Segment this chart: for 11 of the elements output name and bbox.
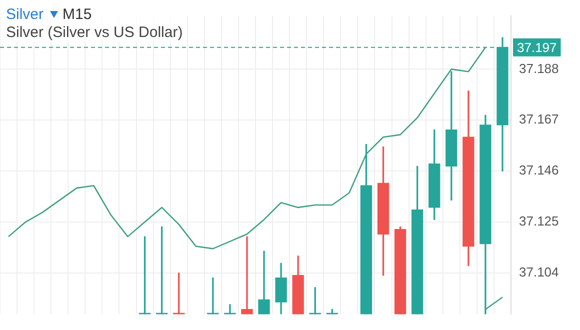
y-tick-label: 37.146 — [519, 162, 559, 178]
annotation: M15 — [62, 6, 92, 23]
candlestick — [241, 236, 253, 314]
chart-title: Silver — [6, 6, 44, 23]
ref-line-label: 37.197 — [517, 40, 557, 55]
y-tick-label: 37.125 — [519, 214, 559, 229]
y-tick-label: 37.167 — [519, 112, 559, 127]
candlestick — [258, 250, 270, 314]
text: Silver (Silver vs US Dollar) — [6, 24, 183, 42]
y-tick-label: 37.104 — [519, 264, 559, 280]
y-tick-label: 37.188 — [519, 60, 559, 76]
